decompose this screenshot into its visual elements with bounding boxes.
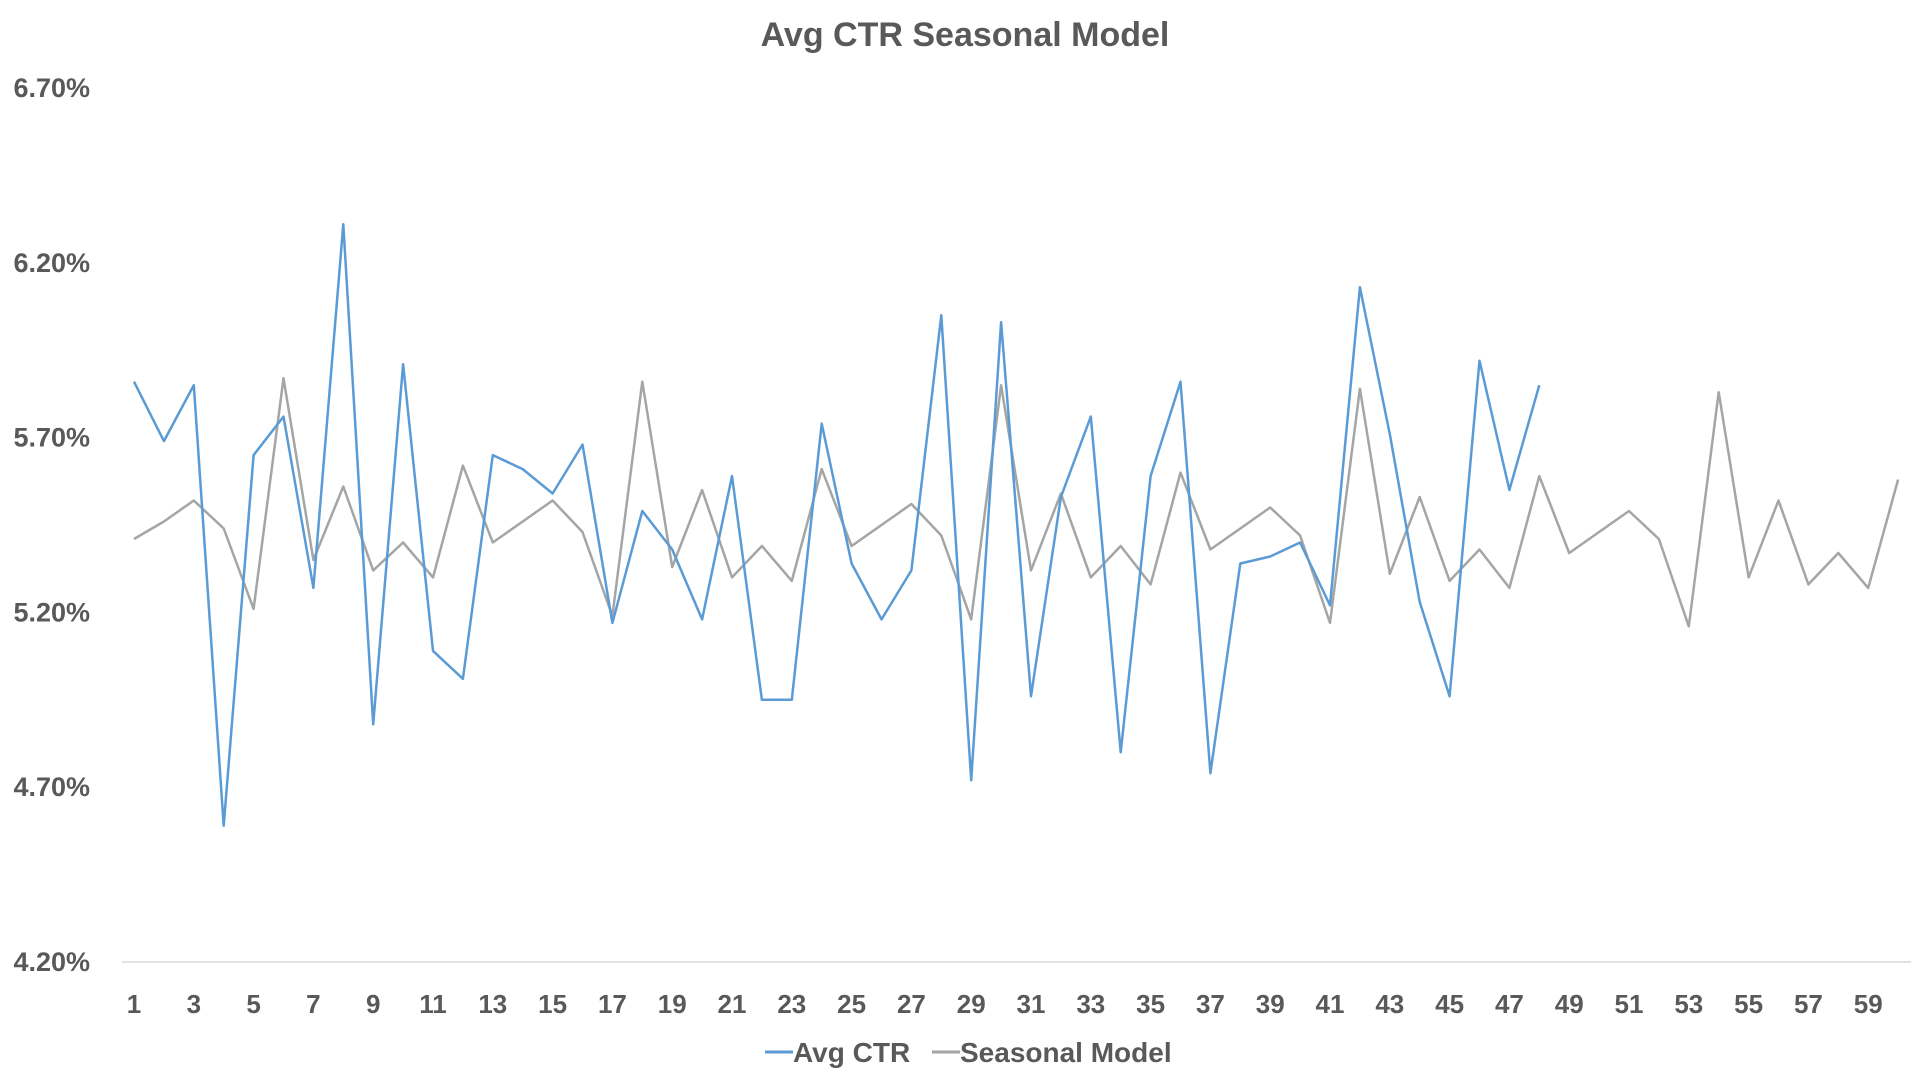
- x-tick-label: 37: [1196, 989, 1225, 1019]
- x-tick-label: 15: [538, 989, 567, 1019]
- x-tick-label: 25: [837, 989, 866, 1019]
- y-tick-label: 5.70%: [13, 423, 90, 453]
- legend-label: Avg CTR: [793, 1037, 910, 1068]
- x-tick-label: 7: [306, 989, 320, 1019]
- chart-title: Avg CTR Seasonal Model: [761, 16, 1170, 54]
- legend: Avg CTR Seasonal Model: [765, 1037, 1172, 1068]
- x-axis-tick-labels: 1 3 5 7 9 11 13 15 17 19 21 23 25 27 29 31 33 35 37 39 41 43 4…: [127, 989, 1883, 1019]
- x-tick-label: 29: [957, 989, 986, 1019]
- y-tick-label: 6.20%: [13, 248, 90, 278]
- x-tick-label: 49: [1555, 989, 1584, 1019]
- x-tick-label: 19: [658, 989, 687, 1019]
- x-tick-label: 43: [1375, 989, 1404, 1019]
- x-tick-label: 11: [419, 989, 447, 1019]
- y-tick-label: 5.20%: [13, 597, 90, 627]
- y-tick-label: 4.20%: [13, 947, 90, 977]
- x-tick-label: 5: [246, 989, 260, 1019]
- x-tick-label: 33: [1076, 989, 1105, 1019]
- legend-label: Seasonal Model: [960, 1037, 1172, 1068]
- x-tick-label: 23: [777, 989, 806, 1019]
- x-tick-label: 53: [1674, 989, 1703, 1019]
- x-tick-label: 31: [1017, 989, 1046, 1019]
- x-tick-label: 27: [897, 989, 926, 1019]
- series-lines: [132, 223, 1900, 827]
- x-tick-label: 21: [718, 989, 747, 1019]
- x-tick-label: 55: [1734, 989, 1763, 1019]
- x-tick-label: 45: [1435, 989, 1464, 1019]
- x-tick-label: 13: [478, 989, 507, 1019]
- series-line-avg-ctr: [132, 223, 1541, 827]
- x-tick-label: 51: [1615, 989, 1644, 1019]
- x-tick-label: 3: [187, 989, 201, 1019]
- x-tick-label: 59: [1854, 989, 1883, 1019]
- y-tick-label: 6.70%: [13, 73, 90, 103]
- x-tick-label: 41: [1316, 989, 1345, 1019]
- x-tick-label: 9: [366, 989, 380, 1019]
- x-tick-label: 57: [1794, 989, 1823, 1019]
- x-tick-label: 39: [1256, 989, 1285, 1019]
- x-tick-label: 35: [1136, 989, 1165, 1019]
- series-line-seasonal-model: [133, 376, 1900, 628]
- x-tick-label: 1: [127, 989, 141, 1019]
- y-axis-tick-labels: 4.20% 4.70% 5.20% 5.70% 6.20% 6.70%: [13, 73, 90, 977]
- x-tick-label: 47: [1495, 989, 1524, 1019]
- y-tick-label: 4.70%: [13, 772, 90, 802]
- x-tick-label: 17: [598, 989, 627, 1019]
